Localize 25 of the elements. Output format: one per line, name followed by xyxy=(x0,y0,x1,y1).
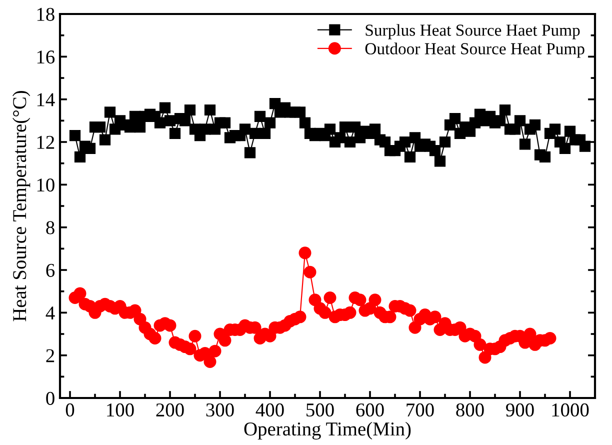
legend-label: Surplus Heat Source Haet Pump xyxy=(366,24,580,40)
y-tick-label: 4 xyxy=(46,306,55,320)
y-tick-label: 14 xyxy=(37,93,55,106)
x-tick-label: 700 xyxy=(406,403,434,417)
x-tick-label: 200 xyxy=(156,403,184,417)
y-tick-label: 8 xyxy=(46,221,54,234)
y-tick-label: 18 xyxy=(37,8,54,21)
x-tick-label: 800 xyxy=(456,403,484,417)
x-tick-label: 100 xyxy=(107,403,134,417)
x-tick-label: 300 xyxy=(206,403,234,417)
x-tick-label: 500 xyxy=(306,403,334,417)
y-tick-label: 10 xyxy=(37,178,54,192)
y-tick-label: 0 xyxy=(46,392,54,405)
x-tick-label: 400 xyxy=(256,403,284,417)
x-axis-title: Operating Time(Min) xyxy=(244,422,411,440)
y-tick-label: 2 xyxy=(46,349,54,362)
y-tick-label: 16 xyxy=(37,50,55,64)
y-axis-title: Heat Source Temperature(°C) xyxy=(12,90,30,322)
legend-label: Outdoor Heat Source Heat Pump xyxy=(365,42,584,58)
y-tick-label: 6 xyxy=(46,264,55,277)
x-tick-label: 1000 xyxy=(552,403,589,417)
x-tick-label: 600 xyxy=(356,403,384,417)
x-tick-label: 900 xyxy=(506,403,534,417)
x-tick-label: 0 xyxy=(66,403,74,417)
y-tick-label: 12 xyxy=(37,136,54,149)
